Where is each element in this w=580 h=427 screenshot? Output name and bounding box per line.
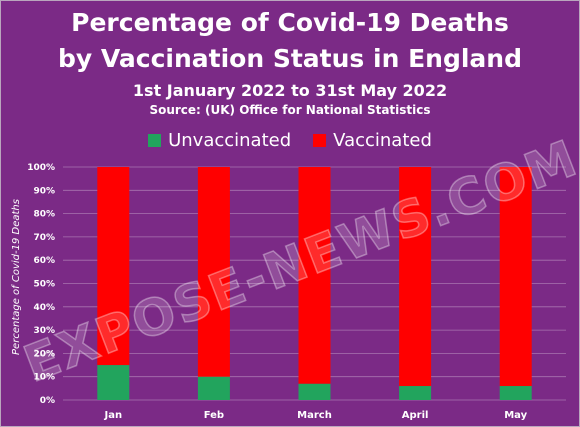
x-category-label: March xyxy=(297,410,332,421)
y-tick-label: 70% xyxy=(33,233,55,243)
y-tick-label: 60% xyxy=(33,256,55,266)
y-tick-label: 30% xyxy=(33,326,55,336)
x-category-label: May xyxy=(504,410,527,421)
y-tick-label: 20% xyxy=(33,349,55,359)
y-tick-label: 10% xyxy=(33,373,55,383)
y-tick-label: 50% xyxy=(33,280,55,290)
bar-vaccinated-april xyxy=(399,167,432,387)
x-axis-categories: Jan Feb March April May xyxy=(104,410,528,421)
bar-unvaccinated-jan xyxy=(97,365,130,400)
bar-vaccinated-feb xyxy=(197,167,230,377)
legend-swatch-vaccinated xyxy=(313,133,327,147)
bar-unvaccinated-feb xyxy=(197,376,230,400)
bar-unvaccinated-may xyxy=(499,386,532,400)
bar-unvaccinated-march xyxy=(298,383,331,400)
chart-title-line1: Percentage of Covid-19 Deaths xyxy=(71,8,509,37)
legend-item-vaccinated: Vaccinated xyxy=(313,130,432,151)
y-tick-label: 90% xyxy=(33,186,55,196)
y-tick-label: 100% xyxy=(27,163,55,173)
x-category-label: April xyxy=(402,410,429,421)
y-axis-ticks: 0% 10% 20% 30% 40% 50% 60% 70% 80% 90% 100% xyxy=(27,163,55,406)
legend-swatch-unvaccinated xyxy=(148,133,162,147)
legend-label-unvaccinated: Unvaccinated xyxy=(168,129,292,151)
legend: Unvaccinated Vaccinated xyxy=(1,127,579,153)
chart-title-line2: by Vaccination Status in England xyxy=(58,44,522,73)
y-axis-label: Percentage of Covid-19 Deaths xyxy=(11,199,22,355)
x-category-label: Jan xyxy=(104,410,123,421)
bar-vaccinated-jan xyxy=(97,167,130,366)
bar-vaccinated-march xyxy=(298,167,331,384)
y-tick-label: 40% xyxy=(33,303,55,313)
legend-label-vaccinated: Vaccinated xyxy=(333,129,432,151)
bar-vaccinated-may xyxy=(499,167,532,387)
y-tick-label: 80% xyxy=(33,210,55,220)
bars xyxy=(97,167,532,400)
legend-item-unvaccinated: Unvaccinated xyxy=(148,130,291,151)
chart-subtitle: 1st January 2022 to 31st May 2022 xyxy=(132,81,448,100)
y-tick-label: 0% xyxy=(40,396,55,406)
chart-source: Source: (UK) Office for National Statist… xyxy=(149,103,431,117)
bar-unvaccinated-april xyxy=(399,386,432,400)
x-category-label: Feb xyxy=(204,410,224,421)
